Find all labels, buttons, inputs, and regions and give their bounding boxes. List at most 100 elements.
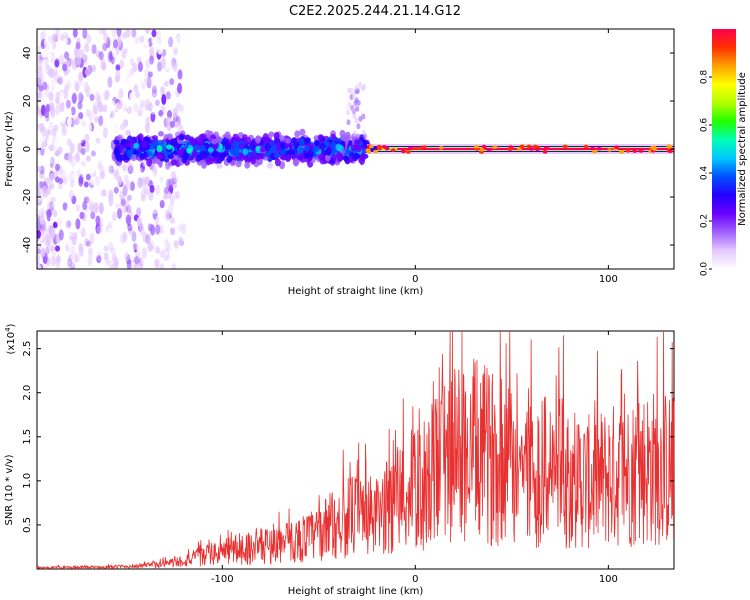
line-peak [474,145,479,149]
x-tick-label: -100 [211,574,234,585]
noise-blob [63,90,69,100]
noise-blob [134,256,140,265]
noise-blob [116,114,122,125]
noise-blob [59,100,65,113]
noise-blob [173,121,179,128]
snr-exponent-label: (x104) [4,323,17,354]
noise-blob [37,76,43,87]
band-blob [330,153,337,161]
noise-blob [68,173,73,182]
noise-blob [133,102,139,113]
noise-blob [168,251,174,261]
noise-blob [48,121,54,130]
noise-blob [37,200,43,208]
noise-blob [84,164,90,176]
noise-blob [144,186,150,196]
line-peak [638,149,644,153]
band-blob [274,137,281,145]
noise-blob [58,75,64,86]
line-peak [526,144,532,149]
noise-blob [163,80,169,87]
noise-blob [178,51,184,63]
noise-blob [56,217,62,227]
noise-blob [134,36,140,45]
noise-blob [172,107,178,119]
noise-blob [129,181,135,191]
noise-blob [107,76,113,88]
noise-blob [131,29,137,38]
noise-blob [66,80,72,90]
noise-blob [147,71,153,78]
noise-blob [98,115,104,127]
y-tick-label: 1.0 [22,473,33,489]
spike-blob [352,130,357,137]
noise-blob [150,171,156,178]
noise-blob [44,247,50,255]
noise-blob [166,116,171,125]
line-peak [592,149,598,154]
noise-blob [51,256,56,267]
noise-blob [108,241,114,252]
band-blob [297,146,304,155]
snr-exponent-power: 4 [4,327,12,332]
noise-blob [84,140,90,153]
band-blob [299,128,306,136]
line-peak [619,150,625,154]
noise-blob [145,116,151,128]
noise-blob [93,202,99,214]
noise-blob [90,194,96,205]
noise-blob [50,157,56,165]
noise-blob [39,207,45,216]
noise-blob [143,219,149,227]
noise-blob [137,61,143,73]
noise-blob [125,29,131,38]
noise-blob [138,167,144,176]
noise-blob [122,231,128,243]
y-tick-label: 0 [22,146,33,152]
noise-blob [58,203,63,215]
noise-blob [75,186,81,198]
noise-blob [83,54,89,65]
noise-blob [41,30,47,40]
band-blob [279,154,286,160]
noise-blob [126,60,132,71]
line-peak [544,146,549,150]
band-blob [298,138,305,146]
band-blob [258,152,265,160]
noise-blob [49,173,55,181]
noise-blob [73,47,79,58]
noise-blob [84,133,90,142]
noise-blob [129,91,135,102]
noise-blob [128,227,134,235]
noise-blob [46,154,52,166]
band-blob [211,138,218,145]
noise-blob [126,194,132,201]
noise-blob [56,217,62,227]
noise-blob [76,37,82,50]
noise-blob [123,83,129,90]
noise-blob [37,180,41,192]
noise-blob [69,58,75,66]
noise-blob [63,37,69,45]
noise-blob [176,257,182,265]
colorbar-tick-label: 0.0 [700,262,710,277]
noise-blob [100,260,106,269]
noise-blob [154,252,160,260]
noise-blob [95,175,101,186]
spike-blob [351,107,356,114]
noise-blob [37,242,42,249]
spectrogram-x-label: Height of straight line (km) [288,286,424,297]
noise-blob [148,259,154,267]
noise-blob [37,248,41,255]
noise-blob [160,178,166,190]
noise-blob [138,104,144,117]
noise-blob [177,82,183,94]
band-blob [250,152,256,161]
noise-blob [173,46,179,56]
x-tick-label: 0 [412,574,418,585]
line-peak [366,150,372,154]
band-blob [307,150,314,158]
noise-blob [179,104,185,113]
noise-blob [146,76,152,89]
noise-blob [37,104,40,116]
